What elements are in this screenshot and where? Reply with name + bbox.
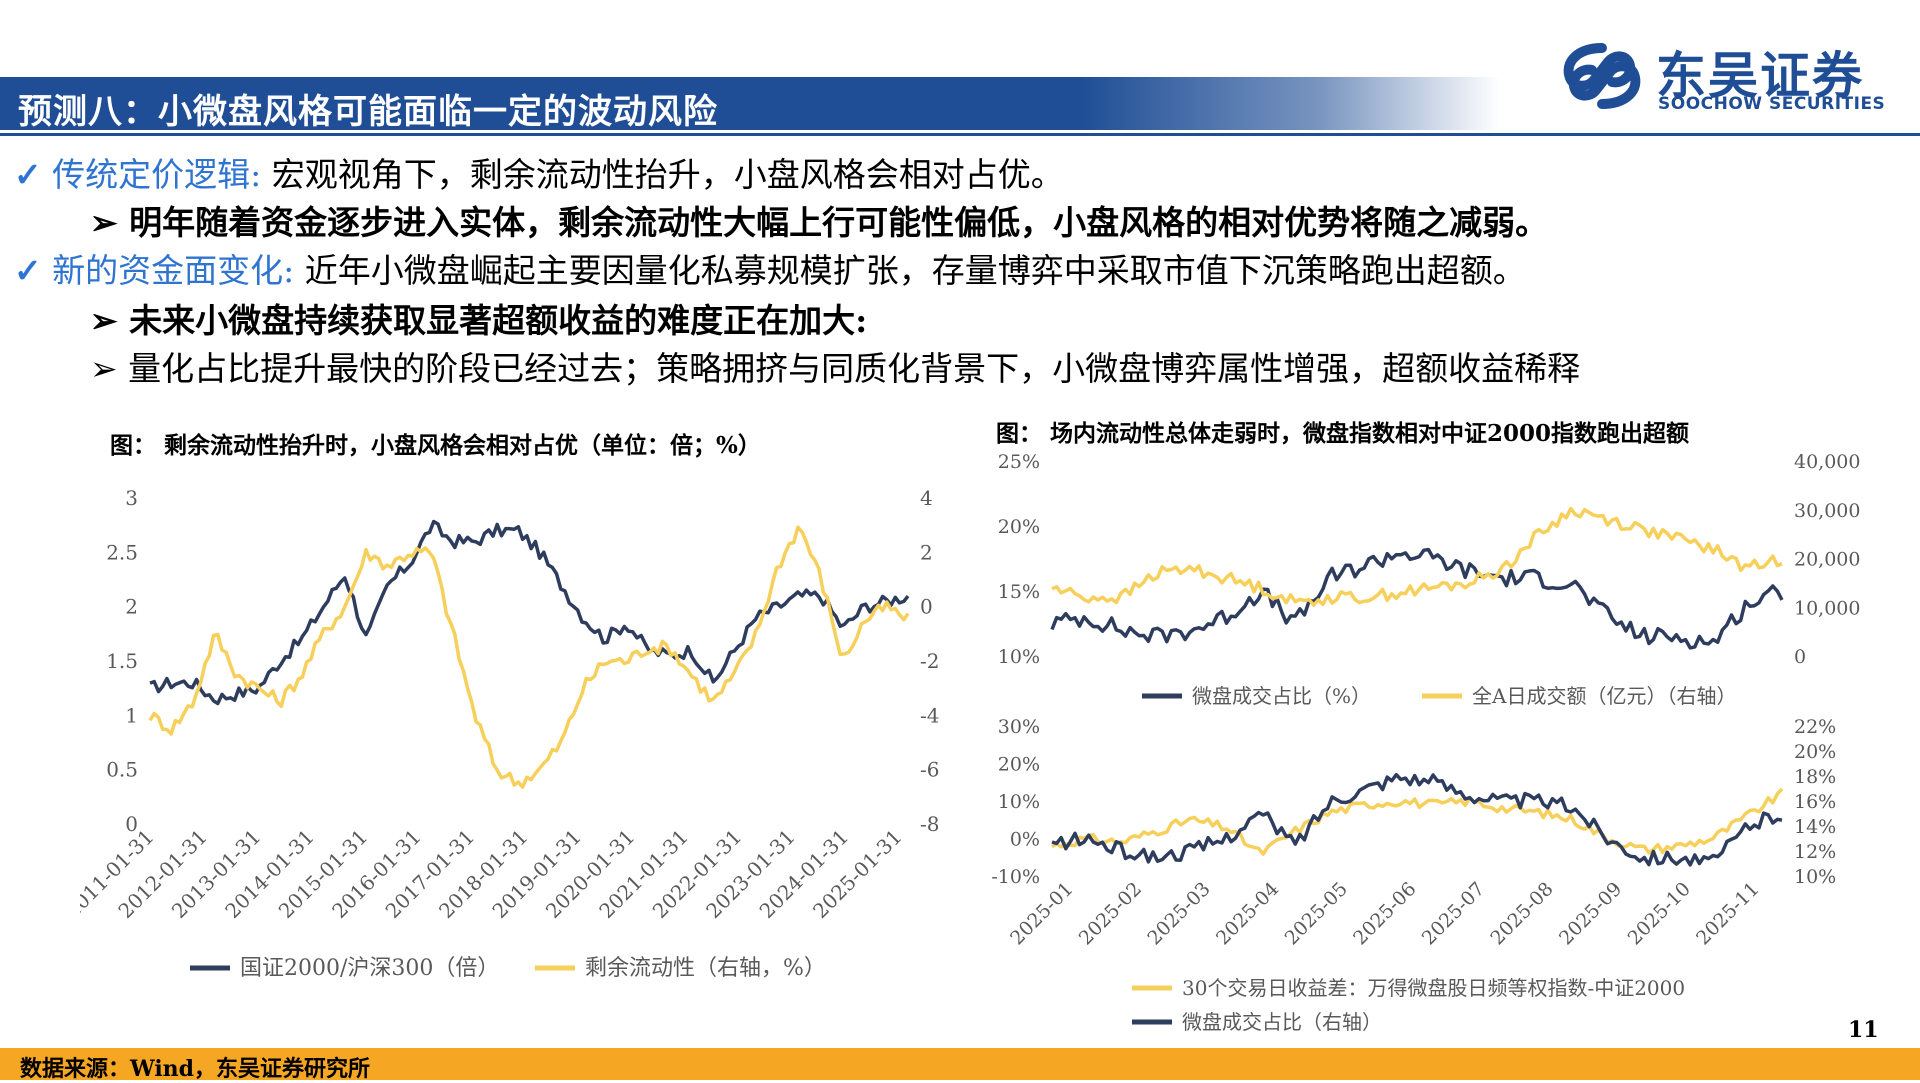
x-axis-tick-label: 2025-06 — [1349, 878, 1420, 949]
left-axis-tick-label: 1.5 — [106, 649, 138, 673]
series-line-0 — [1050, 547, 1784, 650]
title-bar — [0, 77, 1500, 130]
left-axis-tick-label: -10% — [991, 866, 1040, 888]
right-axis-tick-label: 2 — [920, 540, 933, 564]
sub-bullet-liquidity: ➢ 明年随着资金逐步进入实体，剩余流动性大幅上行可能性偏低，小盘风格的相对优势将… — [90, 196, 1548, 244]
legend-label: 全A日成交额（亿元）（右轴） — [1472, 684, 1736, 708]
x-axis-tick-label: 2025-07 — [1418, 878, 1489, 949]
x-axis-tick-label: 2025-10 — [1624, 878, 1695, 949]
legend-label: 剩余流动性（右轴，%） — [585, 956, 826, 981]
right-axis-tick-label: 16% — [1794, 791, 1836, 813]
left-axis-tick-label: 2.5 — [106, 540, 138, 564]
x-axis-tick-label: 2025-04 — [1212, 878, 1283, 949]
left-axis-tick-label: 20% — [998, 754, 1040, 776]
x-axis-tick-label: 2025-05 — [1281, 878, 1352, 949]
left-axis-tick-label: 10% — [998, 646, 1040, 668]
left-axis-tick-label: 30% — [998, 716, 1040, 738]
chart-small-cap-vs-liquidity: 32.521.510.50420-2-4-6-82011-01-312012-0… — [80, 486, 939, 981]
arrow-icon: ➢ — [90, 203, 118, 242]
left-axis-tick-label: 3 — [125, 486, 138, 510]
arrow-icon: ➢ — [90, 349, 118, 388]
series-line-1 — [1051, 506, 1783, 607]
arrow-icon: ➢ — [90, 301, 118, 340]
left-axis-tick-label: 25% — [998, 451, 1040, 473]
page-number: 11 — [1848, 1017, 1879, 1043]
right-axis-tick-label: 22% — [1794, 716, 1836, 738]
legend-label: 微盘成交占比（%） — [1192, 684, 1371, 708]
check-icon: ✓ — [14, 251, 42, 290]
logo-chinese-name: 东吴证券 — [1656, 47, 1864, 105]
right-axis-tick-label: 12% — [1794, 841, 1836, 863]
bullet-pricing-logic: ✓ 传统定价逻辑: 宏观视角下，剩余流动性抬升，小盘风格会相对占优。 — [14, 148, 1064, 196]
x-axis-tick-label: 2025-01 — [1006, 878, 1077, 949]
right-axis-tick-label: -6 — [920, 758, 939, 782]
chart-microcap-turnover: 25% 20% 15% 10% 40,000 30,000 20,000 10,000 0 微盘成… — [998, 451, 1861, 708]
series-line-1 — [1051, 772, 1783, 867]
left-axis-tick-label: 20% — [998, 516, 1040, 538]
bullet-funding-change: ✓ 新的资金面变化: 近年小微盘崛起主要因量化私募规模扩张，存量博弈中采取市值下… — [14, 244, 1526, 292]
bullet-text: 近年小微盘崛起主要因量化私募规模扩张，存量博弈中采取市值下沉策略跑出超额。 — [294, 251, 1526, 290]
left-axis-tick-label: 2 — [125, 595, 138, 619]
right-axis-tick-label: 10,000 — [1794, 597, 1860, 619]
footer-bar — [0, 1048, 1920, 1080]
check-icon: ✓ — [14, 155, 42, 194]
x-axis-tick-label: 2025-08 — [1486, 878, 1557, 949]
soochow-logo-icon — [1563, 43, 1641, 109]
x-axis-tick-label: 2025-11 — [1692, 878, 1763, 949]
bullet-text: 明年随着资金逐步进入实体，剩余流动性大幅上行可能性偏低，小盘风格的相对优势将随之… — [129, 203, 1549, 242]
right-axis-tick-label: 20,000 — [1794, 549, 1860, 571]
left-axis-tick-label: 0.5 — [106, 758, 138, 782]
right-axis-tick-label: 0 — [920, 595, 933, 619]
right-axis-tick-label: -8 — [920, 812, 939, 836]
series-line-0 — [1051, 787, 1784, 856]
sub-bullet-quant: ➢ 量化占比提升最快的阶段已经过去；策略拥挤与同质化背景下，小微盘博弈属性增强，… — [90, 342, 1580, 390]
x-axis-tick-label: 2025-03 — [1143, 878, 1214, 949]
right-axis-tick-label: 30,000 — [1794, 500, 1860, 522]
bullet-text: 未来小微盘持续获取显著超额收益的难度正在加大: — [129, 301, 868, 340]
bullet-heading: 传统定价逻辑: — [52, 155, 262, 194]
right-axis-tick-label: 14% — [1794, 816, 1836, 838]
right-axis-tick-label: 0 — [1794, 646, 1806, 668]
logo-english-name: SOOCHOW SECURITIES — [1658, 94, 1886, 114]
data-source: 数据来源：Wind，东吴证券研究所 — [20, 1056, 371, 1082]
right-axis-tick-label: -4 — [920, 703, 939, 727]
right-axis-tick-label: -2 — [920, 649, 939, 673]
x-axis-tick-label: 2025-09 — [1555, 878, 1626, 949]
right-axis-tick-label: 4 — [920, 486, 933, 510]
chart2-title: 图： 场内流动性总体走弱时，微盘指数相对中证2000指数跑出超额 — [996, 420, 1690, 447]
right-axis-tick-label: 10% — [1794, 866, 1836, 888]
left-axis-tick-label: 0% — [1010, 829, 1040, 851]
page-title: 预测八：小微盘风格可能面临一定的波动风险 — [18, 92, 718, 132]
legend-label: 微盘成交占比（右轴） — [1182, 1010, 1382, 1034]
left-axis-tick-label: 15% — [998, 581, 1040, 603]
header-rule — [0, 133, 1920, 136]
chart1-title: 图： 剩余流动性抬升时，小盘风格会相对占优（单位：倍；%） — [110, 432, 761, 459]
series-line-1 — [148, 525, 910, 789]
chart-microcap-excess-return: 30% 20% 10% 0% -10% 22% 20% 18% 16% 14% 12% 10% 2025… — [991, 716, 1836, 1034]
sub-bullet-difficulty: ➢ 未来小微盘持续获取显著超额收益的难度正在加大: — [90, 294, 867, 342]
right-axis-tick-label: 18% — [1794, 766, 1836, 788]
right-axis-tick-label: 20% — [1794, 741, 1836, 763]
left-axis-tick-label: 1 — [125, 703, 138, 727]
right-axis-tick-label: 40,000 — [1794, 451, 1860, 473]
left-axis-tick-label: 0 — [125, 812, 138, 836]
legend-label: 30个交易日收益差：万得微盘股日频等权指数-中证2000 — [1182, 976, 1685, 1000]
x-axis-tick-label: 2025-02 — [1075, 878, 1146, 949]
bullet-text: 量化占比提升最快的阶段已经过去；策略拥挤与同质化背景下，小微盘博弈属性增强，超额… — [128, 349, 1581, 388]
legend-label: 国证2000/沪深300（倍） — [240, 956, 499, 981]
bullet-text: 宏观视角下，剩余流动性抬升，小盘风格会相对占优。 — [261, 155, 1064, 194]
series-line-0 — [149, 519, 910, 706]
left-axis-tick-label: 10% — [998, 791, 1040, 813]
bullet-heading: 新的资金面变化: — [52, 251, 295, 290]
